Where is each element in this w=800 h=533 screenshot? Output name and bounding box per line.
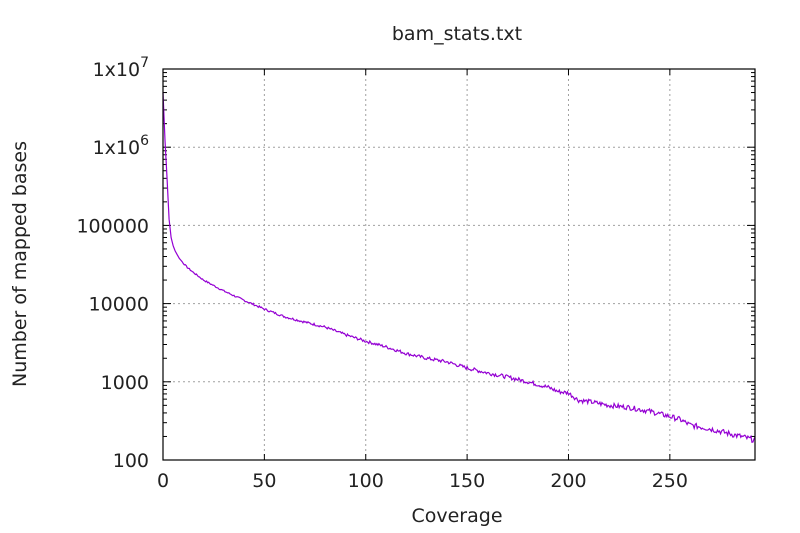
- x-tick-label: 250: [652, 470, 688, 492]
- x-tick-label: 50: [252, 470, 276, 492]
- series-line-coverage: [162, 92, 756, 444]
- y-tick-label-base: 10000: [89, 294, 149, 316]
- y-tick-label: 1000: [101, 372, 149, 394]
- y-tick-label-base: 1x10: [93, 59, 141, 81]
- grid-layer: [163, 69, 755, 460]
- y-tick-label: 1x107: [93, 55, 149, 81]
- x-tick-label: 150: [449, 470, 485, 492]
- x-axis-label: Coverage: [411, 505, 502, 527]
- y-tick-label-base: 100000: [76, 215, 149, 237]
- x-tick-label: 0: [157, 470, 169, 492]
- y-tick-label-base: 1000: [101, 372, 149, 394]
- x-tick-label: 200: [550, 470, 586, 492]
- y-tick-label-base: 1x10: [93, 137, 141, 159]
- y-tick-label: 100000: [76, 215, 149, 237]
- chart-title: bam_stats.txt: [392, 23, 522, 45]
- y-tick-label-exponent: 6: [140, 133, 149, 149]
- plot-frame: [162, 68, 756, 461]
- ticks-layer: 0 50 100 150 200 2501001000100001000001x1061x…: [76, 55, 755, 492]
- x-tick-label: 100: [348, 470, 384, 492]
- y-tick-label: 1x106: [93, 133, 150, 159]
- y-tick-label: 100: [113, 450, 149, 472]
- y-tick-label: 10000: [89, 294, 149, 316]
- y-axis-label: Number of mapped bases: [9, 141, 31, 387]
- y-tick-label-exponent: 7: [140, 55, 149, 71]
- y-tick-label-base: 100: [113, 450, 149, 472]
